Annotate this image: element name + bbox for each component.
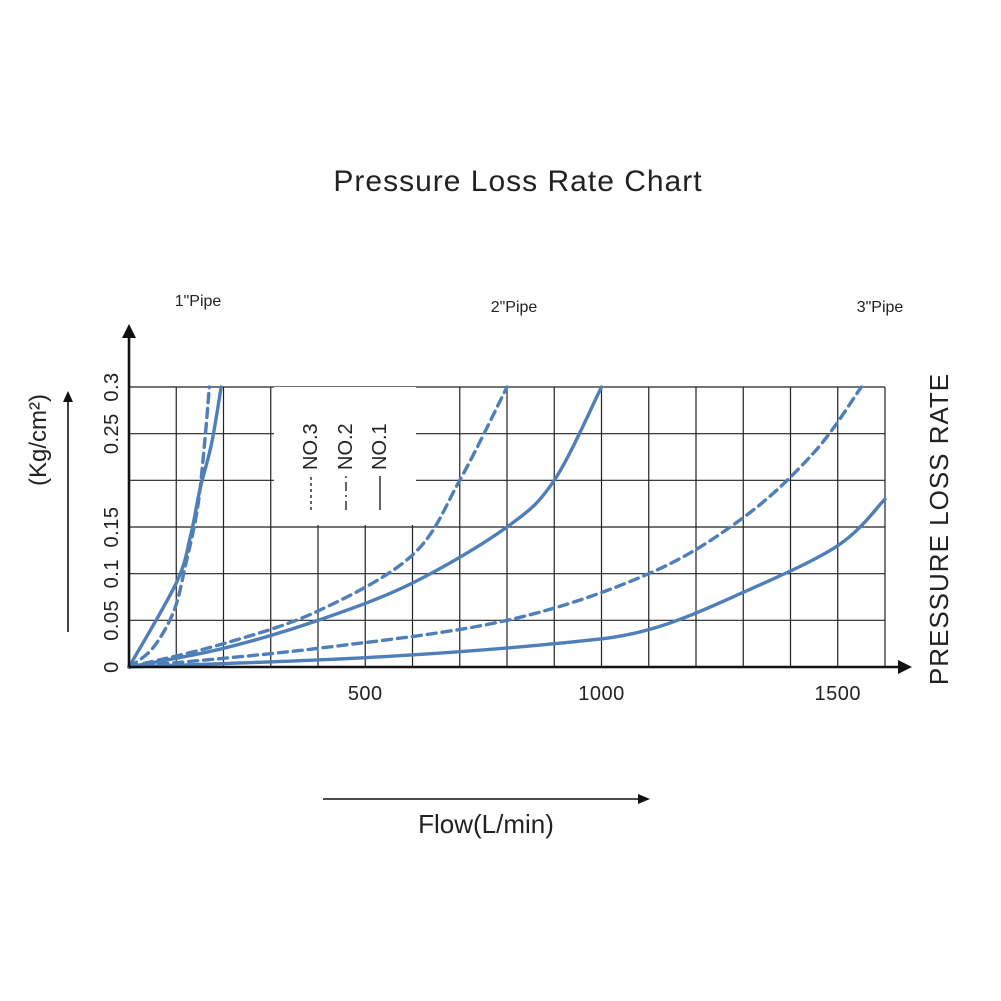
- series-line-no2-3in: [127, 385, 864, 669]
- tick-labels: 500 1000 1500 0 0.05 0.1 0.15 0.25 0.3: [101, 372, 861, 705]
- y-tick-label: 0.05: [101, 600, 123, 641]
- y-tick-label: 0.1: [101, 559, 123, 588]
- y-axis-label: (Kg/cm²): [25, 394, 52, 486]
- y-tick-label: 0.15: [101, 507, 123, 548]
- x-label-arrowhead: [638, 794, 650, 804]
- y-tick-label: 0.3: [101, 372, 123, 401]
- x-tick-label: 500: [348, 683, 383, 705]
- x-axis-arrowhead: [898, 660, 912, 674]
- chart-title: Pressure Loss Rate Chart: [333, 165, 702, 198]
- legend: NO.3 NO.2 NO.1: [300, 423, 391, 510]
- y-label-arrowhead: [63, 391, 73, 402]
- x-tick-label: 1500: [815, 683, 862, 705]
- series-line-no1-2in: [127, 385, 604, 669]
- legend-label: NO.1: [369, 423, 391, 470]
- series-line-no2-2in: [127, 385, 509, 669]
- legend-label: NO.3: [300, 423, 322, 470]
- series-line-no2-1in: [127, 385, 212, 669]
- y-tick-label: 0.25: [101, 413, 123, 454]
- legend-label: NO.2: [335, 423, 357, 470]
- right-label: PRESSURE LOSS RATE: [924, 373, 954, 685]
- pipe-label: 1"Pipe: [175, 293, 222, 310]
- x-axis-label: Flow(L/min): [418, 809, 554, 839]
- pipe-label: 3"Pipe: [857, 299, 904, 316]
- x-tick-label: 1000: [578, 683, 625, 705]
- y-tick-label: 0: [101, 661, 123, 673]
- curves: [127, 385, 887, 669]
- pipe-labels: 1"Pipe 2"Pipe 3"Pipe: [175, 293, 904, 316]
- legend-box: [274, 387, 416, 525]
- pipe-label: 2"Pipe: [491, 299, 538, 316]
- y-axis-arrowhead: [122, 324, 136, 338]
- series-line-no1-3in: [127, 497, 887, 669]
